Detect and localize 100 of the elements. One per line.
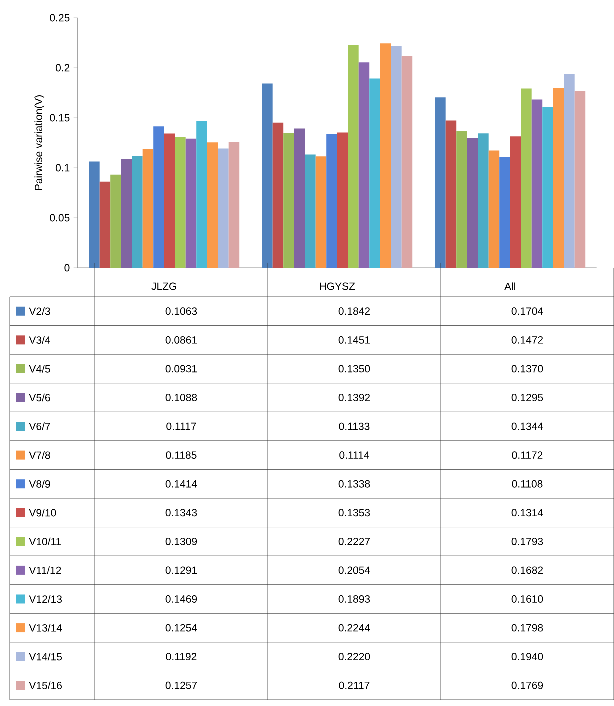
bar xyxy=(272,122,284,268)
bar xyxy=(500,157,510,268)
bar xyxy=(142,149,154,268)
data-label: 0.1114 xyxy=(340,452,370,460)
data-label: 0.1344 xyxy=(512,422,544,430)
bar xyxy=(326,134,338,268)
data-label: 0.1343 xyxy=(166,509,197,517)
data-label: 0.1793 xyxy=(512,538,543,546)
legend-label: V3/4 xyxy=(29,336,50,344)
bar xyxy=(186,138,197,268)
data-label: 0.1133 xyxy=(339,422,370,430)
bar xyxy=(521,88,532,268)
data-label: 0.1291 xyxy=(166,566,197,574)
bar xyxy=(316,156,327,268)
data-label: 0.1254 xyxy=(166,624,198,632)
bar xyxy=(337,132,348,268)
data-label: 0.1117 xyxy=(166,422,196,430)
bar xyxy=(284,132,294,268)
data-label: 0.1192 xyxy=(166,653,197,661)
bar xyxy=(228,142,240,268)
bar xyxy=(574,91,586,268)
bar xyxy=(532,100,543,268)
bar xyxy=(564,74,575,268)
y-tick-label: 0.25 xyxy=(50,14,70,22)
y-tick-label: 0.15 xyxy=(50,114,70,122)
x-tick-label: HGYSZ xyxy=(320,282,356,290)
data-label: 0.1108 xyxy=(512,480,543,488)
legend-label: V12/13 xyxy=(29,595,62,604)
data-label: 0.1610 xyxy=(512,596,544,603)
bar xyxy=(402,56,413,268)
bar xyxy=(196,121,208,268)
data-label: 0.1842 xyxy=(338,308,370,316)
y-tick-label: 0.05 xyxy=(50,214,70,222)
legend-label: V2/3 xyxy=(29,308,50,316)
data-label: 0.2227 xyxy=(338,538,370,546)
legend-label: V4/5 xyxy=(29,365,50,373)
bar xyxy=(294,128,306,268)
bar xyxy=(305,154,316,268)
data-label: 0.1314 xyxy=(512,509,544,517)
bar xyxy=(380,44,392,268)
data-label: 0.1350 xyxy=(338,365,370,373)
bar xyxy=(348,45,359,268)
bar xyxy=(121,159,132,268)
bar xyxy=(100,182,111,268)
data-label: 0.2054 xyxy=(338,566,370,574)
data-label: 0.1309 xyxy=(166,538,197,546)
bar xyxy=(89,162,100,268)
data-label: 0.0861 xyxy=(166,336,197,344)
data-label: 0.1338 xyxy=(338,480,370,488)
data-label: 0.1472 xyxy=(512,336,543,344)
legend-label: V5/6 xyxy=(29,394,50,402)
bar xyxy=(175,137,186,268)
bar xyxy=(435,98,446,268)
data-label: 0.1469 xyxy=(166,596,197,603)
bar xyxy=(488,150,500,268)
data-label: 0.1353 xyxy=(338,509,370,517)
bar xyxy=(478,134,489,268)
bar xyxy=(456,130,468,268)
bar xyxy=(510,136,522,268)
data-label: 0.1295 xyxy=(512,394,544,402)
bar xyxy=(370,78,380,268)
data-label: 0.2117 xyxy=(339,682,370,690)
legend-label: V9/10 xyxy=(29,509,56,517)
legend-label: V15/16 xyxy=(29,682,62,690)
data-label: 0.2220 xyxy=(338,653,370,661)
data-label: 0.2244 xyxy=(338,624,370,632)
bar xyxy=(467,138,478,268)
data-label: 0.1172 xyxy=(512,452,543,460)
bar xyxy=(391,46,402,268)
y-axis-title: Pairwise variation(V) xyxy=(34,96,44,190)
legend-label: V11/12 xyxy=(29,566,62,574)
bar xyxy=(542,106,554,268)
legend-label: V10/11 xyxy=(29,538,62,546)
x-tick-label: JLZG xyxy=(152,282,176,290)
data-label: 0.1451 xyxy=(338,336,370,344)
legend-label: V8/9 xyxy=(29,480,50,488)
data-label: 0.1893 xyxy=(338,596,370,603)
data-label: 0.1370 xyxy=(512,365,544,373)
y-tick-label: 0.1 xyxy=(56,164,70,172)
data-label: 0.1769 xyxy=(512,682,543,690)
legend-label: V14/15 xyxy=(29,652,62,661)
data-label: 0.1940 xyxy=(512,653,544,661)
bar xyxy=(207,142,218,268)
data-label: 0.1088 xyxy=(166,394,198,402)
bar xyxy=(154,126,164,268)
bar xyxy=(262,84,273,268)
data-label: 0.1704 xyxy=(512,308,544,316)
data-label: 0.1257 xyxy=(166,682,197,690)
data-label: 0.1798 xyxy=(512,624,544,632)
y-tick-label: 0.2 xyxy=(56,64,70,72)
y-tick-label: 0 xyxy=(64,264,70,272)
data-label: 0.1185 xyxy=(166,452,197,460)
bar xyxy=(358,62,370,268)
data-label: 0.1392 xyxy=(338,394,370,402)
data-label: 0.1414 xyxy=(166,480,198,488)
data-label: 0.1063 xyxy=(166,308,197,316)
legend-label: V6/7 xyxy=(29,422,50,430)
bar xyxy=(164,134,176,268)
data-label: 0.1682 xyxy=(512,566,543,574)
bar xyxy=(553,88,564,268)
